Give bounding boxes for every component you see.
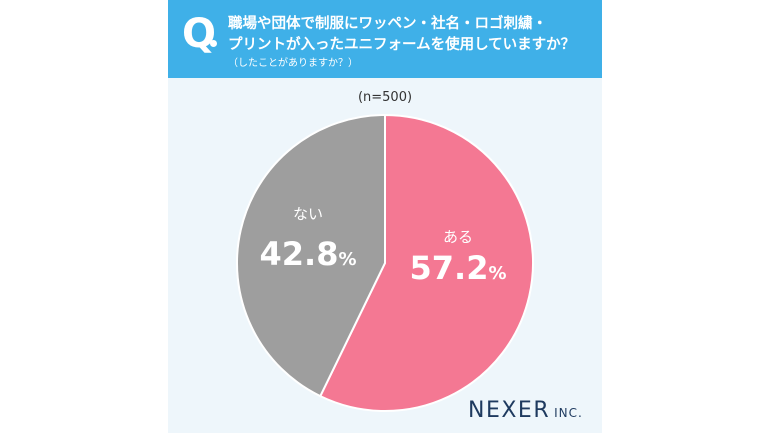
logo-main: NEXER — [468, 398, 551, 423]
pie-slices — [236, 113, 534, 412]
slice-value-nai: 42.8% — [260, 235, 357, 273]
question-line-1: 職場や団体で制服にワッペン・社名・ロゴ刺繍・ — [228, 16, 547, 32]
slice-value-number-aru: 57.2 — [410, 249, 489, 287]
logo-sub: INC. — [554, 406, 583, 420]
question-line-3: （したことがありますか？） — [228, 58, 358, 69]
pie-chart: ある 57.2% ない 42.8% — [236, 113, 534, 412]
slice-label-aru: ある — [443, 228, 473, 246]
slice-value-unit-aru: % — [488, 263, 506, 284]
slice-value-unit-nai: % — [338, 249, 356, 270]
slice-value-aru: 57.2% — [410, 249, 507, 287]
sample-size-label: (n=500) — [357, 90, 413, 105]
question-line-2: プリントが入ったユニフォームを使用していますか？ — [228, 37, 576, 53]
pie-slice-aru — [318, 113, 534, 412]
question-header: Q 職場や団体で制服にワッペン・社名・ロゴ刺繍・ プリントが入ったユニフォームを… — [168, 0, 602, 78]
pie-slice-nai — [236, 113, 386, 398]
question-mark: Q — [182, 11, 217, 57]
question-mark-dot — [210, 40, 217, 47]
nexer-logo: NEXER INC. — [468, 398, 583, 423]
chart-card: Q 職場や団体で制服にワッペン・社名・ロゴ刺繍・ プリントが入ったユニフォームを… — [168, 0, 602, 433]
pie-labels: ある 57.2% ない 42.8% — [260, 205, 507, 287]
slice-value-number-nai: 42.8 — [260, 235, 339, 273]
slice-label-nai: ない — [293, 205, 323, 223]
